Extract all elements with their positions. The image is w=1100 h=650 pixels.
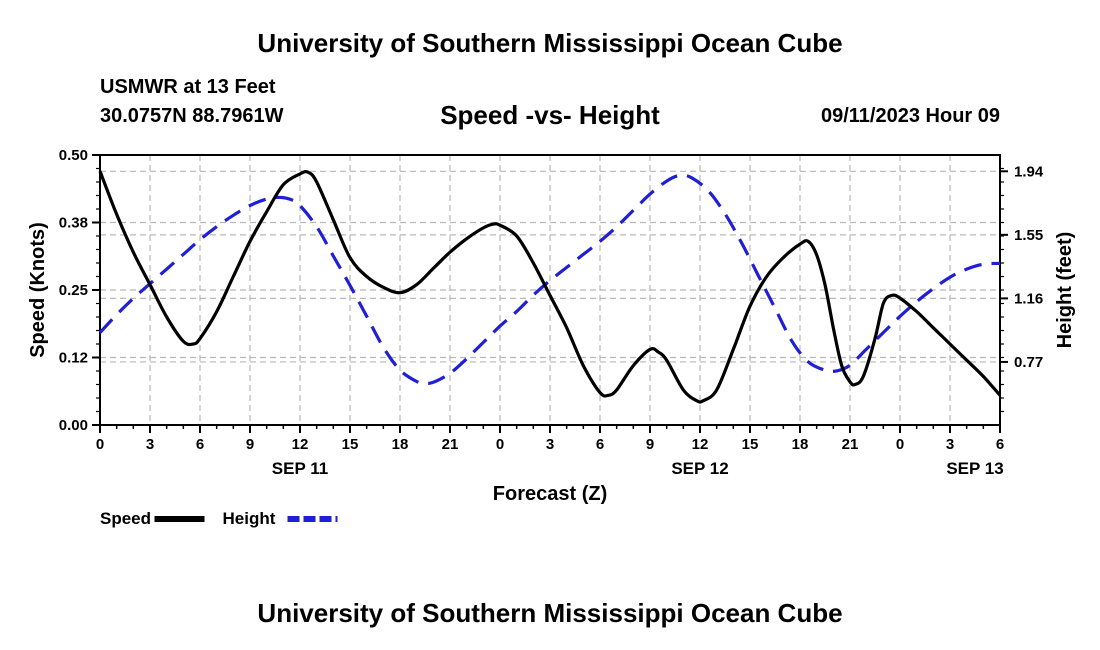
speed-height-chart: 0 3 6 9 12 15 18 21 0 3 6 9 12 15 18 21 0 3 6 SEP 11 SEP 12 S…: [27, 147, 1076, 528]
x-tick-label: 0: [496, 436, 504, 453]
x-tick-label: 0: [896, 436, 904, 453]
x-tick-label: 0: [96, 436, 104, 453]
station-coords: 30.0757N 88.7961W: [100, 105, 284, 127]
x-tick-label: 3: [946, 436, 954, 453]
x-tick-label: 3: [146, 436, 154, 453]
y-right-tick-label: 0.77: [1014, 354, 1043, 371]
ticks-layer: 0 3 6 9 12 15 18 21 0 3 6 9 12 15 18 21 0 3 6 SEP 11 SEP 12 S…: [59, 147, 1044, 478]
x-tick-label: 21: [442, 436, 459, 453]
legend: Speed Height: [100, 509, 338, 528]
x-tick-label: 15: [342, 436, 359, 453]
y-right-tick-label: 1.16: [1014, 290, 1043, 307]
x-tick-label: 9: [646, 436, 654, 453]
y-left-tick-label: 0.50: [59, 147, 88, 164]
forecast-timestamp: 09/11/2023 Hour 09: [820, 105, 1000, 127]
x-tick-label: 3: [546, 436, 554, 453]
y-left-tick-label: 0.00: [59, 417, 88, 434]
legend-label-height: Height: [223, 509, 276, 528]
x-tick-label: 12: [292, 436, 309, 453]
legend-label-speed: Speed: [100, 509, 151, 528]
date-label: SEP 11: [272, 459, 328, 478]
x-axis-label: Forecast (Z): [493, 483, 607, 505]
date-label: SEP 13: [946, 459, 1003, 478]
y-axis-left-label: Speed (Knots): [27, 222, 49, 358]
y-left-tick-label: 0.12: [59, 350, 88, 367]
footer-title: University of Southern Mississippi Ocean…: [257, 598, 843, 628]
x-tick-label: 18: [792, 436, 809, 453]
y-axis-right-label: Height (feet): [1054, 232, 1076, 349]
x-tick-label: 6: [596, 436, 604, 453]
station-name: USMWR at 13 Feet: [100, 76, 276, 98]
main-title: University of Southern Mississippi Ocean…: [257, 28, 843, 58]
series-layer: [98, 170, 1002, 404]
y-right-tick-label: 1.94: [1014, 163, 1044, 180]
y-left-tick-label: 0.38: [59, 215, 88, 232]
x-tick-label: 18: [392, 436, 409, 453]
chart-title: Speed -vs- Height: [440, 100, 660, 130]
x-tick-label: 9: [246, 436, 254, 453]
y-left-tick-label: 0.25: [59, 282, 88, 299]
x-tick-label: 6: [196, 436, 204, 453]
x-tick-label: 21: [842, 436, 859, 453]
x-tick-label: 15: [742, 436, 759, 453]
x-tick-label: 12: [692, 436, 709, 453]
y-right-tick-label: 1.55: [1014, 227, 1043, 244]
grid-layer: [100, 155, 1000, 425]
date-label: SEP 12: [671, 459, 728, 478]
x-tick-label: 6: [996, 436, 1004, 453]
speed-series-line: [98, 170, 1002, 404]
